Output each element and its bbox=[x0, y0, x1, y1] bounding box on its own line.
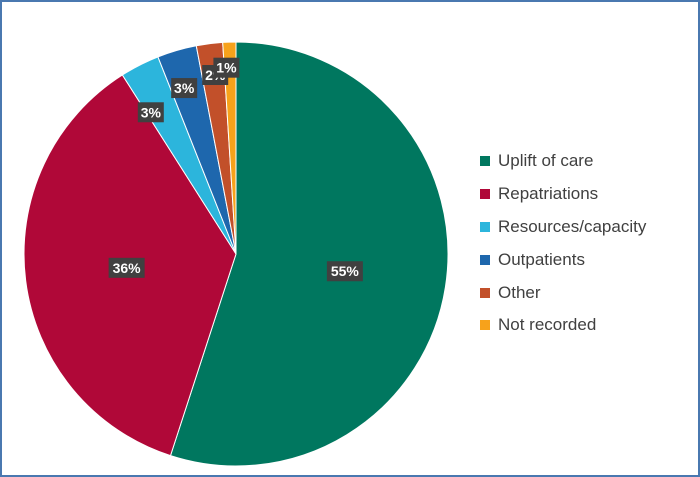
data-label-box bbox=[326, 261, 363, 282]
data-label-box bbox=[213, 57, 240, 78]
legend-swatch bbox=[480, 287, 490, 298]
data-label-text: 55% bbox=[331, 263, 360, 279]
legend-swatch bbox=[480, 156, 490, 167]
data-label-outpatients: 3% bbox=[171, 78, 198, 99]
data-label-text: 3% bbox=[174, 80, 195, 96]
data-label-uplift-of-care: 55% bbox=[326, 261, 363, 282]
pie-slice-not-recorded bbox=[222, 41, 237, 255]
legend-label: Other bbox=[498, 282, 541, 302]
pie-slice-uplift-of-care bbox=[169, 41, 449, 467]
legend-item-not-recorded: Not recorded bbox=[480, 309, 646, 342]
data-label-text: 3% bbox=[141, 104, 162, 120]
legend-label: Repatriations bbox=[498, 184, 599, 204]
legend-label: Resources/capacity bbox=[498, 216, 647, 236]
legend-swatch bbox=[480, 254, 490, 265]
data-label-repatriations: 36% bbox=[108, 257, 145, 278]
legend-swatch bbox=[480, 320, 490, 331]
data-label-text: 1% bbox=[216, 60, 237, 76]
data-label-box bbox=[137, 102, 164, 123]
legend-label: Outpatients bbox=[498, 249, 585, 269]
legend-item-repatriations: Repatriations bbox=[480, 178, 646, 211]
data-label-resources-capacity: 3% bbox=[137, 102, 164, 123]
legend-item-resources-capacity: Resources/capacity bbox=[480, 211, 646, 244]
legend-item-uplift-of-care: Uplift of care bbox=[480, 145, 646, 178]
legend-item-outpatients: Outpatients bbox=[480, 243, 646, 276]
legend-swatch bbox=[480, 221, 490, 232]
legend-swatch bbox=[480, 189, 490, 200]
legend-label: Not recorded bbox=[498, 315, 597, 335]
data-label-text: 36% bbox=[113, 260, 142, 276]
legend-label: Uplift of care bbox=[498, 151, 594, 171]
legend-item-other: Other bbox=[480, 276, 646, 309]
data-label-box bbox=[171, 78, 198, 99]
data-label-box bbox=[108, 257, 145, 278]
legend: Uplift of care Repatriations Resources/cap… bbox=[480, 145, 646, 342]
data-label-not-recorded: 1% bbox=[213, 57, 240, 78]
